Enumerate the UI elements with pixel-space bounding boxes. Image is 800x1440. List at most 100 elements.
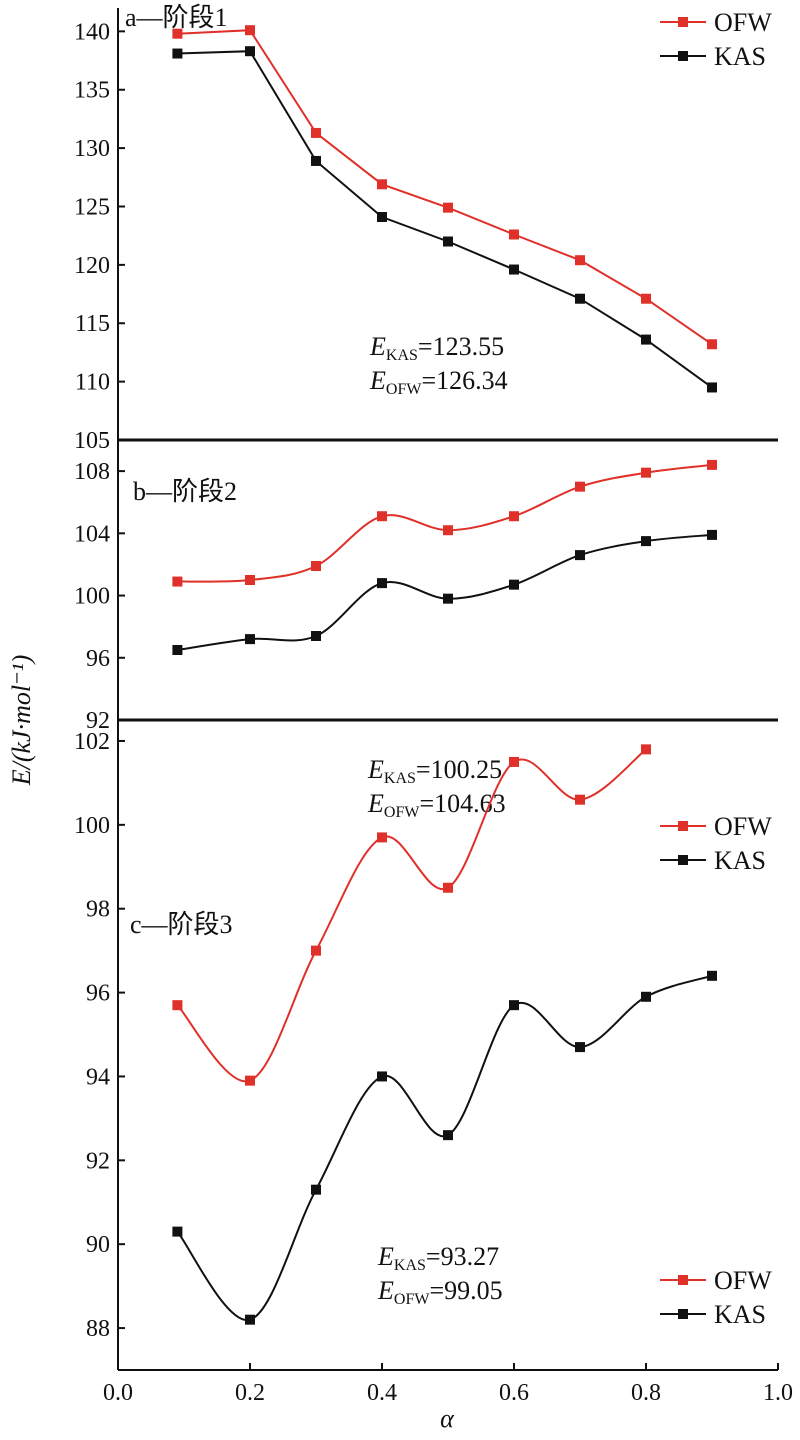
point-b-kas-7 <box>641 536 651 547</box>
y-tick-label-c-94: 94 <box>86 1064 110 1090</box>
y-tick-label-c-92: 92 <box>86 1148 110 1174</box>
energy-annotation-a-kas: EKAS=123.55 <box>369 332 504 364</box>
point-c-ofw-6 <box>575 794 585 805</box>
series-line-c-ofw <box>176 748 647 1083</box>
legend-a: OFW KAS <box>660 8 772 71</box>
panel-title-a: a—阶段1 <box>125 3 228 32</box>
y-tick-label-a-110: 110 <box>75 370 110 396</box>
y-tick-label-a-140: 140 <box>74 19 110 45</box>
point-b-kas-4 <box>443 593 453 604</box>
x-tick-label-0-8: 0.8 <box>631 1380 661 1406</box>
point-c-ofw-0 <box>172 1000 183 1011</box>
point-a-kas-2 <box>311 155 321 166</box>
point-a-kas-3 <box>377 211 387 222</box>
panel-title-b: b—阶段2 <box>133 477 237 506</box>
y-tick-label-c-100: 100 <box>74 813 110 839</box>
point-c-kas-7 <box>641 991 651 1002</box>
legend-label-b-kas: KAS <box>714 846 766 875</box>
legend-marker-b-kas <box>678 855 688 865</box>
point-a-kas-0 <box>172 48 183 59</box>
legend-label-b-ofw: OFW <box>714 812 772 841</box>
point-b-kas-5 <box>509 579 519 590</box>
y-tick-label-a-105: 105 <box>74 428 110 454</box>
y-tick-label-a-115: 115 <box>75 311 110 337</box>
series-line-c-kas <box>176 974 713 1321</box>
point-c-kas-5 <box>509 1000 519 1011</box>
panel-a: 105 110 115 120 125 130 135 140 a—阶段1 OFW KAS EKAS=… <box>74 3 772 454</box>
point-c-ofw-7 <box>641 744 651 755</box>
point-c-kas-3 <box>377 1071 387 1082</box>
panel-b: 92 96 100 104 108 b—阶段2 OFW KAS EKAS=100.25EOFW=… <box>74 459 772 875</box>
legend-b: OFW KAS <box>660 812 772 875</box>
y-tick-label-a-130: 130 <box>74 136 110 162</box>
series-line-a-ofw <box>177 29 713 346</box>
point-c-kas-0 <box>172 1226 183 1237</box>
y-tick-label-c-90: 90 <box>86 1232 110 1258</box>
x-tick-label-0-2: 0.2 <box>235 1380 265 1406</box>
x-axis-label: α <box>440 1404 455 1433</box>
point-a-kas-8 <box>707 382 717 393</box>
legend-marker-c-kas <box>678 1309 688 1319</box>
y-tick-label-b-100: 100 <box>74 584 110 610</box>
x-tick-label-0-0: 0.0 <box>103 1380 133 1406</box>
y-tick-label-b-96: 96 <box>86 646 110 672</box>
point-a-ofw-6 <box>575 255 585 266</box>
legend-marker-a-kas <box>678 51 688 61</box>
point-b-ofw-6 <box>575 481 585 492</box>
x-tick-label-0-4: 0.4 <box>367 1380 397 1406</box>
point-b-ofw-3 <box>377 511 387 522</box>
point-a-kas-1 <box>245 46 255 57</box>
point-a-ofw-3 <box>377 179 387 190</box>
y-tick-label-a-135: 135 <box>74 78 110 104</box>
series-line-b-ofw <box>177 463 713 583</box>
point-c-ofw-3 <box>377 832 387 843</box>
point-b-kas-8 <box>707 529 717 540</box>
x-tick-label-1-0: 1.0 <box>763 1380 793 1406</box>
point-b-kas-6 <box>575 550 585 561</box>
panel-title-c: c—阶段3 <box>130 910 233 939</box>
point-b-ofw-5 <box>509 511 519 522</box>
point-a-ofw-5 <box>509 229 519 240</box>
y-tick-label-b-108: 108 <box>74 459 110 485</box>
point-b-ofw-0 <box>172 576 183 587</box>
energy-annotation-a-ofw: EOFW=126.34 <box>369 366 508 398</box>
panel-c: 889092949698100102c—阶段3OFWKASEKAS=93.27E… <box>74 729 772 1342</box>
legend-marker-c-ofw <box>678 1275 688 1285</box>
point-b-ofw-7 <box>641 467 651 478</box>
energy-annotation-b-ofw: EOFW=104.63 <box>367 789 506 821</box>
point-b-kas-2 <box>311 631 321 641</box>
y-tick-label-c-88: 88 <box>86 1316 110 1342</box>
y-tick-label-c-96: 96 <box>86 981 110 1007</box>
point-a-ofw-0 <box>172 28 183 39</box>
legend-marker-a-ofw <box>678 17 688 27</box>
legend-label-a-kas: KAS <box>714 42 766 71</box>
legend-label-c-ofw: OFW <box>714 1266 772 1295</box>
energy-annotation-b-kas: EKAS=100.25 <box>367 755 502 787</box>
y-tick-label-b-104: 104 <box>74 521 110 547</box>
legend-marker-b-ofw <box>678 821 688 831</box>
y-tick-label-c-98: 98 <box>86 897 110 923</box>
point-c-ofw-1 <box>245 1075 255 1086</box>
point-b-ofw-4 <box>443 525 453 536</box>
point-a-ofw-8 <box>707 339 717 350</box>
y-axis-label: E/(kJ·mol⁻¹) <box>7 655 36 787</box>
point-a-ofw-7 <box>641 293 651 304</box>
energy-annotation-c-ofw: EOFW=99.05 <box>377 1276 503 1308</box>
point-a-kas-6 <box>575 293 585 304</box>
point-a-ofw-1 <box>245 25 255 36</box>
point-a-ofw-2 <box>311 127 321 138</box>
series-line-b-kas <box>177 533 713 651</box>
x-tick-label-0-6: 0.6 <box>499 1380 529 1406</box>
point-b-kas-0 <box>172 645 183 655</box>
legend-label-c-kas: KAS <box>714 1300 766 1329</box>
point-b-kas-1 <box>245 634 255 645</box>
point-c-kas-8 <box>707 970 717 981</box>
y-tick-label-c-102: 102 <box>74 729 110 755</box>
point-c-kas-1 <box>245 1314 255 1325</box>
point-c-kas-4 <box>443 1130 453 1141</box>
point-a-ofw-4 <box>443 202 453 213</box>
point-c-ofw-5 <box>509 756 519 767</box>
point-b-kas-3 <box>377 578 387 589</box>
point-a-kas-5 <box>509 264 519 275</box>
